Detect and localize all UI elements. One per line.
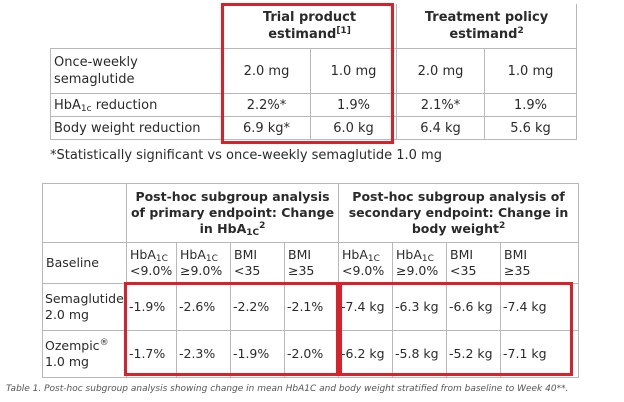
table-cell: 1.9% xyxy=(484,93,578,117)
treatment-policy-estimand-header: Treatment policy estimand2 xyxy=(396,4,578,49)
table-cell: -7.1 kg xyxy=(500,330,580,378)
table-cell: -1.7% xyxy=(126,330,177,378)
baseline-column: HbA1C <9.0% xyxy=(126,242,177,284)
baseline-column: BMI ≥35 xyxy=(500,242,580,284)
row-label: Body weight reduction xyxy=(50,116,223,140)
table-row: Semaglutide 2.0 mg -1.9% -2.6% -2.2% -2.1… xyxy=(42,283,580,331)
footnote: *Statistically significant vs once-weekl… xyxy=(50,148,442,163)
table-cell: -2.2% xyxy=(230,283,285,331)
baseline-column: HbA1C ≥9.0% xyxy=(392,242,448,284)
table-row: HbA1c reduction 2.2%* 1.9% 2.1%* 1.9% xyxy=(50,93,578,117)
baseline-label: Baseline xyxy=(42,242,127,284)
table-cell: -6.3 kg xyxy=(392,283,448,331)
table-cell: 1.0 mg xyxy=(484,48,578,94)
table-cell: -7.4 kg xyxy=(500,283,580,331)
table-cell: 6.9 kg* xyxy=(222,116,311,140)
table-row: Body weight reduction 6.9 kg* 6.0 kg 6.4… xyxy=(50,116,578,140)
table-cell: 6.4 kg xyxy=(396,116,486,140)
estimand-table: Trial product estimand[1] Treatment poli… xyxy=(50,4,578,140)
table-cell: -5.2 kg xyxy=(446,330,502,378)
table-cell: 5.6 kg xyxy=(484,116,578,140)
baseline-column: HbA1C <9.0% xyxy=(338,242,394,284)
baseline-column: BMI <35 xyxy=(446,242,502,284)
estimand-header-empty xyxy=(50,4,223,49)
table-cell: 1.0 mg xyxy=(309,48,398,94)
table-cell: 1.9% xyxy=(309,93,398,117)
table-cell: 2.0 mg xyxy=(396,48,486,94)
table-caption: Table 1. Post-hoc subgroup analysis show… xyxy=(6,384,569,394)
table-cell: -2.1% xyxy=(283,283,340,331)
table-cell: -7.4 kg xyxy=(338,283,394,331)
table-cell: -5.8 kg xyxy=(392,330,448,378)
table-cell: -6.6 kg xyxy=(446,283,502,331)
drug-label: Ozempic® 1.0 mg xyxy=(42,330,127,378)
table-cell: -2.0% xyxy=(283,330,340,378)
table-cell: -1.9% xyxy=(126,283,177,331)
table-cell: -1.9% xyxy=(230,330,285,378)
table-row: Once-weekly semaglutide 2.0 mg 1.0 mg 2.… xyxy=(50,48,578,94)
drug-label: Semaglutide 2.0 mg xyxy=(42,283,127,331)
table-cell: 2.1%* xyxy=(396,93,486,117)
baseline-column: BMI ≥35 xyxy=(283,242,340,284)
subgroup-analysis-table: Post-hoc subgroup analysis of primary en… xyxy=(42,183,580,378)
row-label: Once-weekly semaglutide xyxy=(50,48,223,94)
table-cell: -2.3% xyxy=(176,330,231,378)
baseline-column: HbA1C ≥9.0% xyxy=(176,242,231,284)
table-cell: 2.2%* xyxy=(222,93,311,117)
table-cell: -6.2 kg xyxy=(338,330,394,378)
baseline-column: BMI <35 xyxy=(230,242,285,284)
subgroup-header-empty xyxy=(42,183,127,243)
row-label: HbA1c reduction xyxy=(50,93,223,117)
trial-product-estimand-header: Trial product estimand[1] xyxy=(221,4,398,49)
table-cell: 6.0 kg xyxy=(309,116,398,140)
secondary-endpoint-header: Post-hoc subgroup analysis of secondary … xyxy=(338,183,580,243)
primary-endpoint-header: Post-hoc subgroup analysis of primary en… xyxy=(125,183,340,243)
table-cell: -2.6% xyxy=(176,283,231,331)
table-cell: 2.0 mg xyxy=(222,48,311,94)
table-row: Ozempic® 1.0 mg -1.7% -2.3% -1.9% -2.0% -… xyxy=(42,330,580,378)
